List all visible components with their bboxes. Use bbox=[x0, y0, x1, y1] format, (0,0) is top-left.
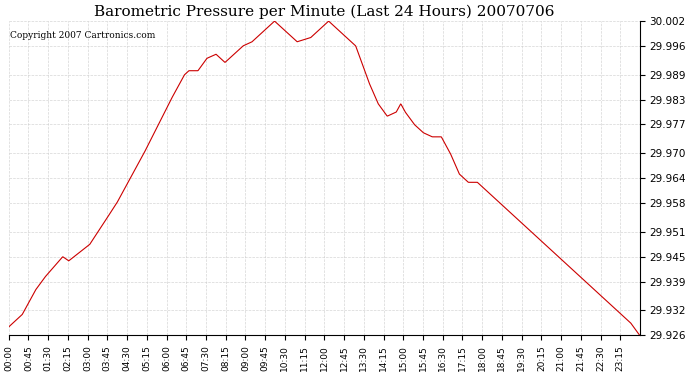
Title: Barometric Pressure per Minute (Last 24 Hours) 20070706: Barometric Pressure per Minute (Last 24 … bbox=[94, 4, 554, 18]
Text: Copyright 2007 Cartronics.com: Copyright 2007 Cartronics.com bbox=[10, 30, 155, 39]
